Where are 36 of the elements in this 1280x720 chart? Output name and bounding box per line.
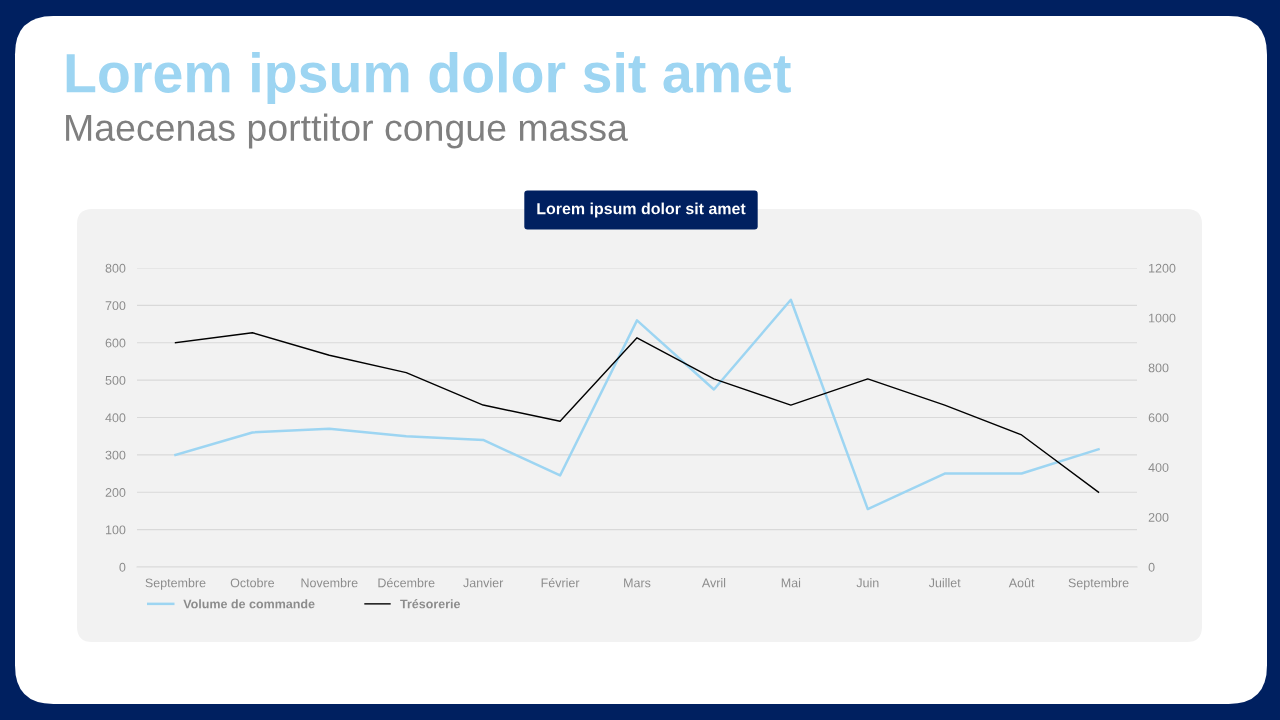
chart-title: Lorem ipsum dolor sit amet [66, 52, 791, 104]
line-series [174, 332, 1100, 493]
y-tick-label: 200 [105, 488, 126, 497]
y2-tick-label: 200 [1148, 512, 1169, 522]
x-tick-label: Juin [856, 578, 879, 588]
line-series [174, 298, 1100, 511]
y-tick-label: 500 [105, 375, 126, 385]
x-tick-label: Novembre [301, 578, 358, 588]
x-tick-label: Septembre [1068, 578, 1129, 590]
x-tick-label: Mai [781, 578, 801, 588]
text: Lorem ipsum dolor sit amet [537, 202, 746, 218]
x-tick-label: Septembre [145, 578, 206, 590]
y2-tick-label: 0 [1148, 562, 1155, 572]
x-tick-label: Juillet [928, 578, 961, 588]
x-tick-label: Février [541, 577, 580, 588]
x-tick-label: Janvier [463, 578, 504, 588]
y-tick-label: 600 [105, 338, 126, 348]
legend-label: Trésorerie [400, 599, 461, 609]
y-tick-label: 800 [105, 263, 126, 273]
x-tick-label: Mars [624, 578, 651, 588]
legend-label: Volume de commande [183, 599, 315, 609]
y-tick-label: 100 [105, 525, 126, 535]
y-tick-label: 0 [119, 562, 126, 572]
y-tick-label: 700 [105, 301, 126, 311]
y2-tick-label: 400 [1148, 463, 1169, 472]
y2-tick-label: 1200 [1149, 263, 1176, 273]
y-tick-label: 400 [105, 413, 126, 423]
y2-tick-label: 1000 [1149, 313, 1176, 323]
x-tick-label: Avril [701, 578, 726, 588]
y-tick-label: 300 [105, 450, 126, 460]
x-tick-label: Octobre [230, 578, 275, 588]
x-tick-label: Août [1008, 578, 1035, 588]
y2-tick-label: 800 [1148, 363, 1169, 373]
chart-subtitle: Maecenas porttitor congue massa [66, 113, 628, 149]
y2-tick-label: 600 [1148, 413, 1169, 423]
x-tick-label: Décembre [378, 577, 435, 588]
